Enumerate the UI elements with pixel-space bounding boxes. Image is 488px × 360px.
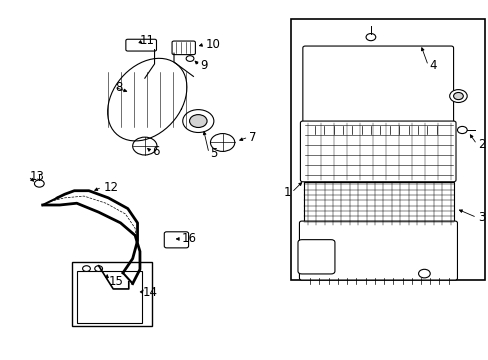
FancyBboxPatch shape xyxy=(300,121,455,182)
Text: 12: 12 xyxy=(103,181,118,194)
Circle shape xyxy=(457,126,466,134)
Circle shape xyxy=(186,56,194,62)
Text: 7: 7 xyxy=(249,131,256,144)
Text: 9: 9 xyxy=(201,59,208,72)
FancyBboxPatch shape xyxy=(164,232,188,248)
Bar xyxy=(77,271,142,323)
Circle shape xyxy=(34,180,44,187)
Text: 14: 14 xyxy=(142,286,157,299)
Text: 4: 4 xyxy=(428,59,436,72)
Bar xyxy=(72,262,152,327)
Text: 5: 5 xyxy=(210,147,217,160)
Circle shape xyxy=(189,114,206,127)
Circle shape xyxy=(95,266,102,271)
Text: 6: 6 xyxy=(152,145,159,158)
Text: 2: 2 xyxy=(477,138,485,151)
Text: 1: 1 xyxy=(283,186,290,199)
Circle shape xyxy=(449,90,466,103)
Circle shape xyxy=(183,110,213,132)
Text: 15: 15 xyxy=(108,275,123,288)
Circle shape xyxy=(418,269,429,278)
Text: 16: 16 xyxy=(181,233,196,246)
Text: 11: 11 xyxy=(140,34,155,47)
Circle shape xyxy=(210,134,234,152)
Circle shape xyxy=(366,33,375,41)
FancyBboxPatch shape xyxy=(125,39,156,51)
Bar xyxy=(290,19,484,280)
Text: 8: 8 xyxy=(116,81,123,94)
Text: 10: 10 xyxy=(205,38,220,51)
FancyBboxPatch shape xyxy=(172,41,195,55)
Bar xyxy=(303,182,453,225)
FancyBboxPatch shape xyxy=(299,221,457,280)
FancyBboxPatch shape xyxy=(297,240,334,274)
Circle shape xyxy=(453,93,462,100)
Text: 13: 13 xyxy=(30,170,44,183)
FancyBboxPatch shape xyxy=(302,46,453,128)
Circle shape xyxy=(82,266,90,271)
Text: 3: 3 xyxy=(477,211,484,224)
Circle shape xyxy=(132,137,157,155)
